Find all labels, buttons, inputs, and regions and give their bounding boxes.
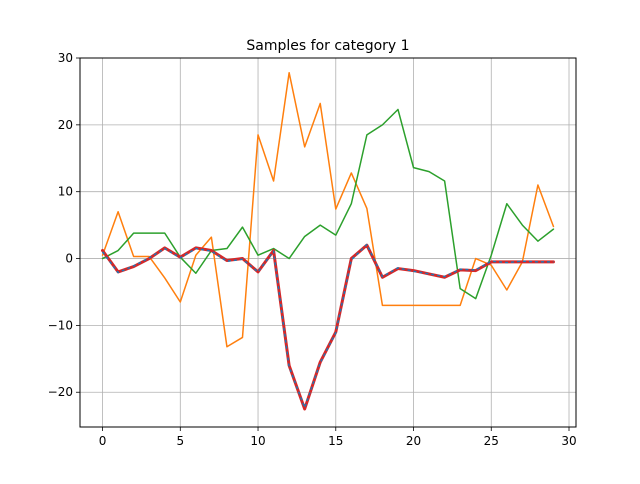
x-tick-label: 5 [176, 434, 184, 448]
y-tick-label: −20 [48, 385, 73, 399]
x-tick-label: 25 [484, 434, 499, 448]
series-line-4 [101, 243, 554, 409]
x-tick-label: 15 [328, 434, 343, 448]
series-line-2 [101, 108, 555, 300]
x-tick-label: 20 [406, 434, 421, 448]
series-line-1 [101, 71, 555, 348]
y-tick-label: 10 [58, 185, 73, 199]
y-tick-label: −10 [48, 318, 73, 332]
x-axis: 0 5 10 15 20 25 30 [99, 427, 577, 448]
chart-title: Samples for category 1 [246, 38, 409, 54]
y-axis: −20 −10 0 10 20 30 [48, 51, 80, 399]
x-tick-label: 10 [250, 434, 265, 448]
plot-area-frame [79, 57, 577, 428]
y-tick-label: 20 [58, 118, 73, 132]
x-tick-label: 30 [561, 434, 576, 448]
plot-series [101, 71, 555, 411]
y-tick-label: 30 [58, 51, 73, 65]
y-tick-label: 0 [65, 252, 73, 266]
x-tick-label: 0 [99, 434, 107, 448]
